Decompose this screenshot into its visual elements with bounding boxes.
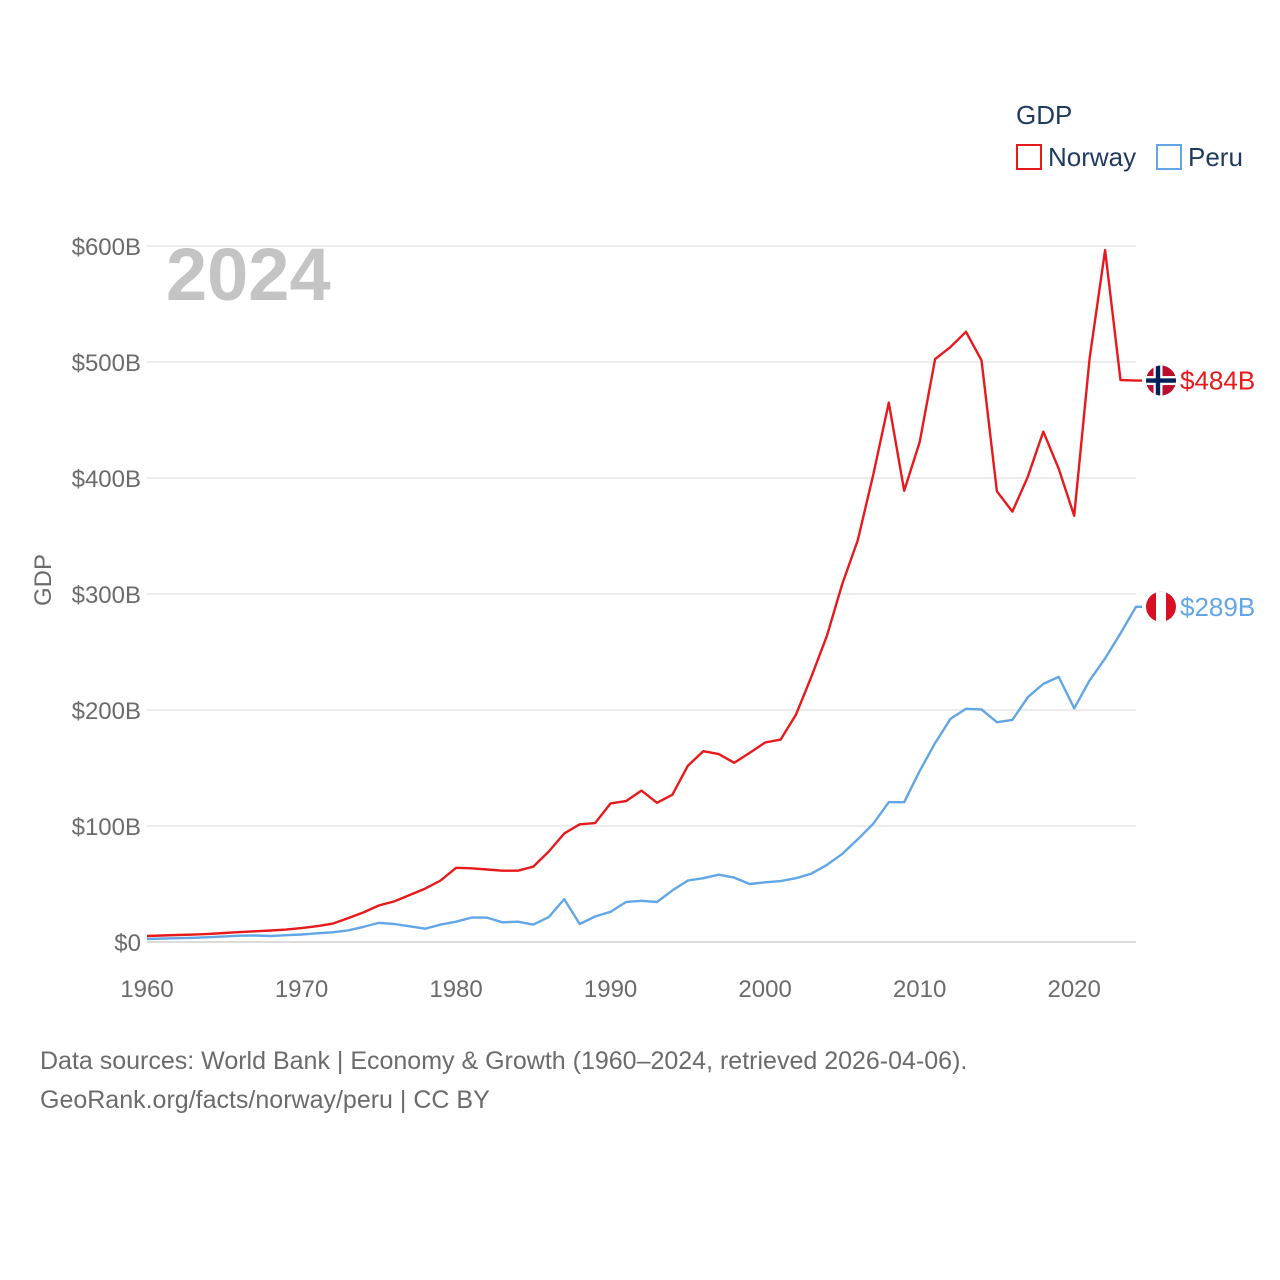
source-line-data: Data sources: World Bank | Economy & Gro… [40,1047,968,1075]
legend-item-norway[interactable]: Norway [1016,142,1136,172]
year-watermark: 2024 [166,233,331,316]
x-tick-label: 1980 [429,976,482,1003]
legend-title: GDP [1016,100,1072,130]
series-line-peru[interactable] [146,605,1142,941]
series-lines [146,248,1142,941]
legend-swatch-norway [1016,144,1042,170]
y-tick-label: $400B [72,466,141,493]
source-note: Data sources: World Bank | Economy & Gro… [40,1042,967,1120]
peru-flag-icon [1146,591,1176,622]
x-tick-label: 1990 [584,976,637,1003]
x-axis-ticks: 1960 1970 1980 1990 2000 2010 2020 [120,976,1101,1003]
x-tick-label: 1970 [275,976,328,1003]
y-axis-title: GDP [30,554,57,606]
y-tick-label: $100B [72,814,141,841]
x-tick-label: 1960 [120,976,173,1003]
end-value-label-norway: $484B [1180,366,1255,396]
y-tick-label: $0 [114,930,141,957]
legend[interactable]: GDP Norway Peru [1016,100,1243,172]
legend-swatch-peru [1156,144,1182,170]
y-tick-label: $600B [72,234,141,261]
legend-item-peru[interactable]: Peru [1156,142,1243,172]
legend-label-norway: Norway [1048,142,1136,172]
y-tick-label: $300B [72,582,141,609]
series-line-norway[interactable] [146,248,1142,938]
gridlines [147,245,1136,943]
source-line-link[interactable]: GeoRank.org/facts/norway/peru | CC BY [40,1086,490,1114]
y-tick-label: $500B [72,350,141,377]
y-tick-label: $200B [72,698,141,725]
norway-flag-icon [1146,365,1176,396]
x-tick-label: 2020 [1047,976,1100,1003]
series-end-markers: $484B $289B [1146,365,1255,622]
end-value-label-peru: $289B [1180,592,1255,622]
y-axis-ticks: $0 $100B $200B $300B $400B $500B $600B [72,234,141,957]
x-tick-label: 2000 [738,976,791,1003]
x-tick-label: 2010 [893,976,946,1003]
legend-label-peru: Peru [1188,142,1243,172]
